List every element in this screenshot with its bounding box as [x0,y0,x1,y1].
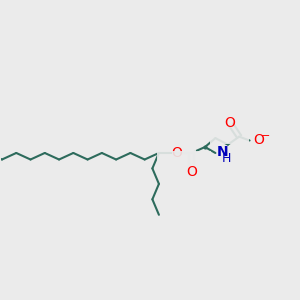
Text: O: O [254,134,264,148]
Text: O: O [224,116,235,130]
Text: −: − [261,131,270,141]
Text: O: O [186,165,197,179]
Text: N: N [217,145,229,159]
Text: H: H [222,152,232,165]
Text: O: O [171,146,182,160]
